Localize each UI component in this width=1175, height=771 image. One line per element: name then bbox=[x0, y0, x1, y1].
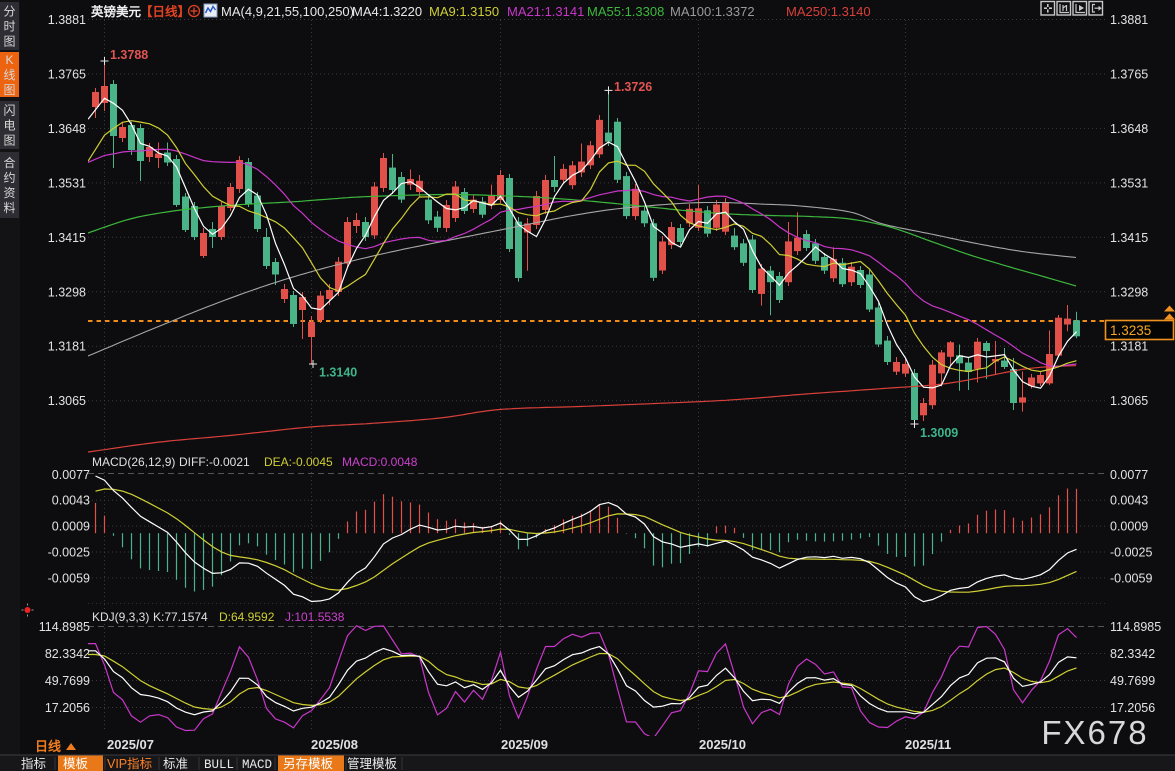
svg-text:1.3648: 1.3648 bbox=[48, 122, 86, 136]
svg-text:J:101.5538: J:101.5538 bbox=[285, 610, 345, 624]
svg-text:1.3235: 1.3235 bbox=[1110, 323, 1151, 338]
svg-text:模板: 模板 bbox=[63, 757, 89, 771]
svg-text:电: 电 bbox=[3, 119, 15, 133]
svg-text:0.0043: 0.0043 bbox=[52, 494, 90, 508]
svg-text:2025/08: 2025/08 bbox=[311, 737, 358, 752]
svg-text:1.3765: 1.3765 bbox=[1110, 67, 1148, 81]
svg-text:时: 时 bbox=[3, 20, 15, 34]
svg-text:闪: 闪 bbox=[3, 104, 15, 118]
svg-text:K:77.1574: K:77.1574 bbox=[153, 610, 208, 624]
svg-text:17.2056: 17.2056 bbox=[45, 701, 90, 715]
svg-text:指标: 指标 bbox=[21, 756, 46, 771]
svg-text:2025/11: 2025/11 bbox=[905, 737, 951, 752]
svg-text:1.3181: 1.3181 bbox=[48, 340, 86, 354]
svg-text:1.3531: 1.3531 bbox=[48, 176, 86, 190]
svg-text:合: 合 bbox=[3, 155, 15, 170]
svg-text:2025/10: 2025/10 bbox=[699, 737, 746, 752]
svg-text:1.3065: 1.3065 bbox=[48, 394, 86, 408]
svg-text:-0.0025: -0.0025 bbox=[1110, 546, 1152, 560]
svg-text:1.3881: 1.3881 bbox=[48, 13, 86, 27]
svg-text:MA9:1.3150: MA9:1.3150 bbox=[429, 4, 499, 19]
svg-text:1.3298: 1.3298 bbox=[1110, 285, 1148, 299]
svg-text:114.8985: 114.8985 bbox=[39, 620, 90, 634]
svg-text:1.3140: 1.3140 bbox=[319, 366, 357, 380]
svg-text:0.0077: 0.0077 bbox=[52, 468, 90, 482]
svg-text:49.7699: 49.7699 bbox=[1110, 674, 1155, 688]
svg-text:MA(4,9,21,55,100,250): MA(4,9,21,55,100,250) bbox=[221, 4, 354, 19]
svg-text:D:64.9592: D:64.9592 bbox=[219, 610, 275, 624]
svg-text:K: K bbox=[5, 53, 13, 67]
svg-text:1.3881: 1.3881 bbox=[1110, 13, 1148, 27]
svg-text:BULL: BULL bbox=[204, 758, 234, 771]
svg-text:标准: 标准 bbox=[163, 757, 188, 771]
svg-text:MA100:1.3372: MA100:1.3372 bbox=[670, 4, 755, 19]
svg-text:图: 图 bbox=[3, 35, 15, 49]
svg-text:另存模板: 另存模板 bbox=[283, 757, 334, 771]
svg-text:约: 约 bbox=[3, 170, 15, 185]
svg-text:0.0077: 0.0077 bbox=[1110, 468, 1148, 482]
svg-text:1.3065: 1.3065 bbox=[1110, 394, 1148, 408]
svg-text:MA4:1.3220: MA4:1.3220 bbox=[352, 4, 422, 19]
svg-text:分: 分 bbox=[3, 5, 15, 19]
svg-text:17.2056: 17.2056 bbox=[1110, 701, 1155, 715]
svg-text:-0.0025: -0.0025 bbox=[48, 546, 90, 560]
svg-text:114.8985: 114.8985 bbox=[1110, 620, 1161, 634]
svg-text:1.3181: 1.3181 bbox=[1110, 340, 1148, 354]
svg-text:1.3648: 1.3648 bbox=[1110, 122, 1148, 136]
svg-text:VIP指标: VIP指标 bbox=[107, 756, 152, 771]
svg-text:1.3415: 1.3415 bbox=[1110, 231, 1148, 245]
svg-text:1.3415: 1.3415 bbox=[48, 231, 86, 245]
svg-text:1.3009: 1.3009 bbox=[920, 426, 958, 440]
svg-text:1.3298: 1.3298 bbox=[48, 285, 86, 299]
svg-text:MA21:1.3141: MA21:1.3141 bbox=[507, 4, 584, 19]
svg-text:MACD: MACD bbox=[242, 758, 272, 771]
svg-text:MACD(26,12,9): MACD(26,12,9) bbox=[92, 455, 175, 469]
svg-text:-0.0059: -0.0059 bbox=[1110, 571, 1152, 585]
svg-text:1.3765: 1.3765 bbox=[48, 67, 86, 81]
svg-text:0.0009: 0.0009 bbox=[52, 520, 90, 534]
svg-text:0.0009: 0.0009 bbox=[1110, 520, 1148, 534]
svg-text:【日线】: 【日线】 bbox=[140, 4, 190, 19]
svg-text:KDJ(9,3,3): KDJ(9,3,3) bbox=[92, 610, 149, 624]
svg-text:管理模板: 管理模板 bbox=[347, 756, 398, 771]
svg-text:82.3342: 82.3342 bbox=[45, 647, 90, 661]
svg-text:图: 图 bbox=[3, 134, 15, 148]
svg-text:FX678: FX678 bbox=[1041, 714, 1148, 751]
svg-text:1.3788: 1.3788 bbox=[110, 48, 148, 62]
svg-text:MACD:0.0048: MACD:0.0048 bbox=[342, 455, 418, 469]
svg-text:料: 料 bbox=[3, 201, 15, 215]
svg-text:0.0043: 0.0043 bbox=[1110, 494, 1148, 508]
svg-text:DEA:-0.0045: DEA:-0.0045 bbox=[264, 455, 333, 469]
svg-text:MA55:1.3308: MA55:1.3308 bbox=[587, 4, 664, 19]
svg-text:1.3531: 1.3531 bbox=[1110, 176, 1148, 190]
svg-text:2025/07: 2025/07 bbox=[107, 737, 154, 752]
svg-text:线: 线 bbox=[3, 68, 15, 82]
svg-text:82.3342: 82.3342 bbox=[1110, 647, 1155, 661]
svg-text:图: 图 bbox=[3, 83, 15, 97]
svg-text:日线: 日线 bbox=[35, 739, 61, 754]
svg-text:英镑美元: 英镑美元 bbox=[91, 4, 142, 19]
svg-text:MA250:1.3140: MA250:1.3140 bbox=[786, 4, 871, 19]
svg-text:DIFF:-0.0021: DIFF:-0.0021 bbox=[179, 455, 250, 469]
svg-text:49.7699: 49.7699 bbox=[45, 674, 90, 688]
svg-text:资: 资 bbox=[3, 186, 15, 200]
svg-text:-0.0059: -0.0059 bbox=[48, 571, 90, 585]
svg-text:2025/09: 2025/09 bbox=[501, 737, 548, 752]
svg-text:1.3726: 1.3726 bbox=[614, 80, 652, 94]
